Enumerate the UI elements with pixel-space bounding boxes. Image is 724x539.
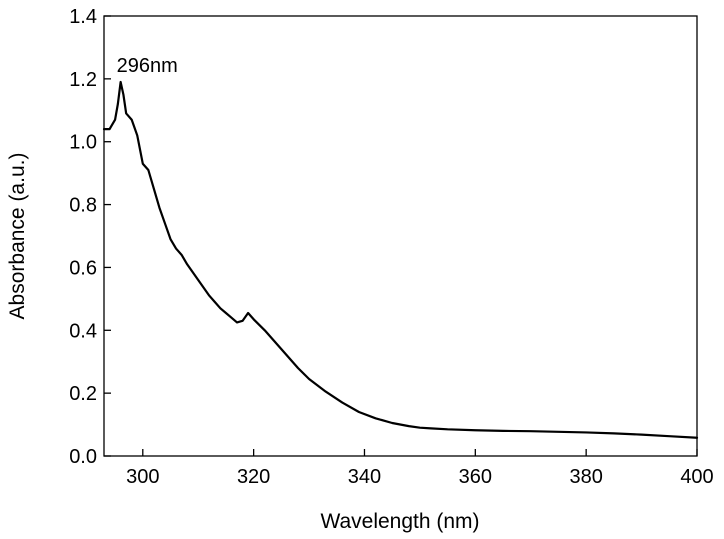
series-line-absorbance <box>104 82 697 438</box>
plot-frame <box>104 16 697 456</box>
y-tick-label: 0.0 <box>69 446 97 468</box>
peak-annotation-label: 296nm <box>117 55 178 77</box>
y-tick-label: 0.4 <box>69 320 97 342</box>
x-tick-label: 320 <box>237 466 270 488</box>
x-tick-label: 340 <box>348 466 381 488</box>
y-tick-label: 0.2 <box>69 383 97 405</box>
y-ticks: 0.0 0.2 0.4 0.6 0.8 1.0 1.2 1.4 <box>69 6 111 468</box>
y-tick-label: 0.8 <box>69 195 97 217</box>
x-tick-label: 400 <box>680 466 713 488</box>
x-axis-title: Wavelength (nm) <box>320 510 479 533</box>
x-tick-label: 360 <box>459 466 492 488</box>
x-ticks: 300 320 340 360 380 400 <box>126 449 714 488</box>
y-tick-label: 1.2 <box>69 69 97 91</box>
y-tick-label: 0.6 <box>69 257 97 279</box>
y-axis-title: Absorbance (a.u.) <box>6 153 29 320</box>
y-tick-label: 1.0 <box>69 132 97 154</box>
x-tick-label: 300 <box>126 466 159 488</box>
y-tick-label: 1.4 <box>69 6 97 28</box>
x-tick-label: 380 <box>569 466 602 488</box>
